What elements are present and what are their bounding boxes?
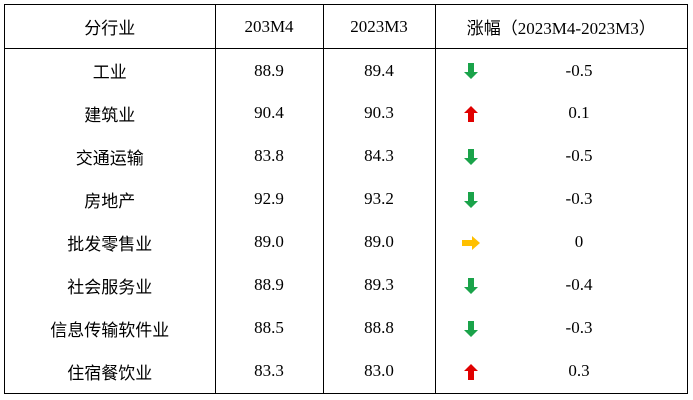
header-2023m3: 2023M3 xyxy=(322,5,435,49)
up-arrow-icon xyxy=(461,361,481,380)
cell-203m4: 83.8 xyxy=(214,134,323,178)
cell-203m4: 88.9 xyxy=(214,48,323,92)
table-row: 住宿餐饮业 83.3 83.0 0.3 xyxy=(5,349,687,393)
down-arrow-icon xyxy=(461,146,481,166)
down-arrow-icon xyxy=(461,189,481,208)
cell-2023m3: 89.3 xyxy=(322,263,435,307)
down-arrow-icon xyxy=(461,275,481,294)
cell-2023m3: 89.4 xyxy=(322,48,435,92)
table-row: 信息传输软件业 88.5 88.8 -0.3 xyxy=(5,306,687,350)
cell-change: -0.3 xyxy=(565,189,593,209)
table-row: 批发零售业 89.0 89.0 0 xyxy=(5,220,687,264)
cell-203m4: 89.0 xyxy=(214,220,323,264)
right-arrow-icon xyxy=(461,232,481,251)
cell-2023m3: 89.0 xyxy=(322,220,435,264)
cell-2023m3: 83.0 xyxy=(322,349,435,393)
industry-change-table: 分行业 203M4 2023M3 涨幅（2023M4-2023M3） 工业 88.… xyxy=(5,5,687,393)
cell-change: -0.5 xyxy=(565,60,593,80)
cell-203m4: 92.9 xyxy=(214,177,323,221)
header-industry: 分行业 xyxy=(5,5,215,49)
cell-trend xyxy=(434,134,485,178)
header-change-label: 涨幅 xyxy=(466,19,501,39)
cell-203m4: 88.5 xyxy=(214,306,323,350)
cell-trend xyxy=(434,92,485,135)
cell-change: 0.3 xyxy=(568,361,590,381)
up-arrow-icon xyxy=(461,103,481,123)
header-change: 涨幅（2023M4-2023M3） xyxy=(434,5,687,49)
cell-203m4: 83.3 xyxy=(214,349,323,393)
cell-2023m3: 88.8 xyxy=(322,306,435,350)
cell-industry: 工业 xyxy=(92,63,127,83)
cell-change: -0.4 xyxy=(565,275,593,295)
cell-change: 0.1 xyxy=(568,103,590,123)
down-arrow-icon xyxy=(461,60,481,80)
cell-industry: 批发零售业 xyxy=(67,234,153,255)
header-203m4: 203M4 xyxy=(214,5,323,49)
table-row: 交通运输 83.8 84.3 -0.5 xyxy=(5,134,687,178)
industry-table-frame: 分行业 203M4 2023M3 涨幅（2023M4-2023M3） 工业 88.… xyxy=(4,4,688,394)
cell-industry: 建筑业 xyxy=(84,105,136,126)
table-row: 工业 88.9 89.4 -0.5 xyxy=(5,48,687,92)
cell-trend xyxy=(434,177,485,221)
header-change-range: （2023M4-2023M3） xyxy=(500,19,656,38)
table-row: 房地产 92.9 93.2 -0.3 xyxy=(5,177,687,221)
cell-change: -0.5 xyxy=(565,146,593,166)
table-row: 社会服务业 88.9 89.3 -0.4 xyxy=(5,263,687,307)
cell-trend xyxy=(434,220,485,264)
cell-industry: 社会服务业 xyxy=(67,277,153,298)
cell-trend xyxy=(434,48,485,92)
cell-change: 0 xyxy=(574,232,584,252)
cell-203m4: 88.9 xyxy=(214,263,323,307)
cell-industry: 信息传输软件业 xyxy=(50,320,170,341)
cell-change: -0.3 xyxy=(565,318,593,338)
table-row: 建筑业 90.4 90.3 0.1 xyxy=(5,92,687,135)
cell-203m4: 90.4 xyxy=(214,92,323,135)
table-header-row: 分行业 203M4 2023M3 涨幅（2023M4-2023M3） xyxy=(5,5,687,49)
cell-trend xyxy=(434,263,485,307)
cell-industry: 交通运输 xyxy=(75,148,144,169)
cell-industry: 住宿餐饮业 xyxy=(67,363,153,384)
cell-industry: 房地产 xyxy=(84,191,136,212)
cell-2023m3: 93.2 xyxy=(322,177,435,221)
cell-trend xyxy=(434,306,485,350)
cell-trend xyxy=(434,349,485,393)
cell-2023m3: 90.3 xyxy=(322,92,435,135)
cell-2023m3: 84.3 xyxy=(322,134,435,178)
down-arrow-icon xyxy=(461,318,481,337)
